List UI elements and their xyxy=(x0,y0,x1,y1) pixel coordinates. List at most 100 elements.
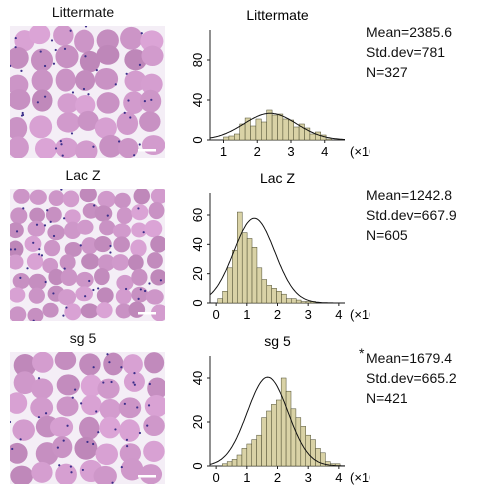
muscle-fiber xyxy=(131,222,148,238)
y-tick-label: 0 xyxy=(190,462,205,469)
nucleus-dot xyxy=(60,143,63,146)
muscle-fiber xyxy=(29,115,53,139)
x-tick-label: 2 xyxy=(274,470,281,485)
muscle-fiber xyxy=(133,189,151,205)
histogram-bar xyxy=(315,131,321,141)
muscle-fiber xyxy=(124,70,147,92)
muscle-fiber xyxy=(141,45,164,67)
nucleus-dot xyxy=(56,446,59,449)
x-tick-label: 3 xyxy=(305,470,312,485)
nucleus-dot xyxy=(111,481,114,484)
muscle-fiber xyxy=(10,465,34,484)
nucleus-dot xyxy=(63,267,66,270)
muscle-fiber xyxy=(10,254,24,270)
nucleus-dot xyxy=(147,404,151,407)
nucleus-dot xyxy=(71,91,75,94)
nucleus-dot xyxy=(79,244,82,247)
nucleus-dot xyxy=(60,189,63,191)
muscle-fiber xyxy=(146,252,163,269)
nucleus-dot xyxy=(61,154,64,157)
histogram-chart: sg 5 0 20 40 0 1 2 3 4 (×1000) Area (µm²) xyxy=(190,333,370,488)
nucleus-dot xyxy=(92,442,95,446)
nucleus-dot xyxy=(74,388,77,391)
muscle-fiber xyxy=(79,189,97,203)
histogram-bar xyxy=(271,404,277,467)
muscle-fiber xyxy=(120,458,144,481)
nucleus-dot xyxy=(59,140,62,143)
nucleus-dot xyxy=(92,145,95,148)
muscle-fiber xyxy=(81,237,99,255)
muscle-fiber xyxy=(99,416,121,439)
nucleus-dot xyxy=(102,381,105,384)
nucleus-dot xyxy=(11,447,14,451)
muscle-fiber xyxy=(74,436,98,460)
nucleus-dot xyxy=(52,234,56,238)
muscle-fiber xyxy=(118,397,142,419)
histogram-bar xyxy=(261,417,267,467)
nucleus-dot xyxy=(19,276,22,279)
histogram-bar xyxy=(285,390,292,467)
muscle-fiber xyxy=(103,352,124,376)
muscle-fiber xyxy=(128,254,144,271)
nucleus-dot xyxy=(133,383,136,386)
muscle-fiber xyxy=(10,442,28,464)
nucleus-dot xyxy=(15,230,19,233)
muscle-fiber xyxy=(75,286,94,302)
nucleus-dot xyxy=(95,410,98,413)
muscle-fiber xyxy=(131,286,149,303)
muscle-fiber xyxy=(76,219,94,235)
x-tick-label: 1 xyxy=(243,307,250,322)
histogram-bar xyxy=(266,285,272,304)
x-tick-label: 3 xyxy=(305,307,312,322)
muscle-fiber xyxy=(28,26,51,45)
nucleus-dot xyxy=(120,465,123,469)
muscle-fiber xyxy=(55,44,79,69)
muscle-fiber xyxy=(31,69,53,92)
nucleus-dot xyxy=(10,420,12,424)
histogram-bar xyxy=(251,247,258,304)
muscle-fiber xyxy=(64,303,82,321)
nucleus-dot xyxy=(126,445,129,448)
histogram-bar xyxy=(288,119,294,141)
histogram-bar xyxy=(282,118,289,141)
muscle-fiber xyxy=(28,287,45,304)
nucleus-dot xyxy=(58,464,61,467)
nucleus-dot xyxy=(70,471,73,474)
muscle-fiber xyxy=(96,29,119,52)
stat-mean: Mean=1679.4 xyxy=(366,350,453,366)
histogram-bar xyxy=(309,133,316,141)
muscle-fiber xyxy=(12,272,30,289)
muscle-fiber xyxy=(94,235,112,253)
nucleus-dot xyxy=(123,402,126,405)
histogram-bar xyxy=(290,408,297,467)
nucleus-dot xyxy=(81,468,84,472)
stat-n: N=421 xyxy=(366,390,408,406)
stat-n: N=605 xyxy=(366,227,408,243)
muscle-fiber xyxy=(28,273,47,291)
x-tick-label: 1 xyxy=(220,144,227,159)
nucleus-dot xyxy=(32,241,35,244)
histogram-bar xyxy=(261,121,267,141)
muscle-fiber xyxy=(62,190,80,208)
y-tick-label: 40 xyxy=(190,93,205,107)
muscle-fiber xyxy=(54,352,77,370)
muscle-fiber xyxy=(112,223,131,239)
nucleus-dot xyxy=(136,406,139,409)
muscle-fiber xyxy=(56,396,79,417)
stat-sd: Std.dev=667.9 xyxy=(366,207,457,223)
muscle-fiber xyxy=(128,301,146,318)
muscle-fiber xyxy=(10,207,28,225)
nucleus-dot xyxy=(43,64,47,68)
histogram-bar xyxy=(281,293,287,304)
nucleus-dot xyxy=(69,465,72,468)
histogram-bar xyxy=(231,459,238,467)
stat-sd: Std.dev=665.2 xyxy=(366,370,457,386)
nucleus-dot xyxy=(127,99,130,102)
muscle-fiber xyxy=(77,110,99,131)
muscle-fiber xyxy=(10,240,24,258)
nucleus-dot xyxy=(14,36,17,40)
nucleus-dot xyxy=(26,267,29,270)
muscle-fiber xyxy=(10,136,29,158)
histogram-bar xyxy=(250,125,257,141)
muscle-fiber xyxy=(96,44,120,65)
